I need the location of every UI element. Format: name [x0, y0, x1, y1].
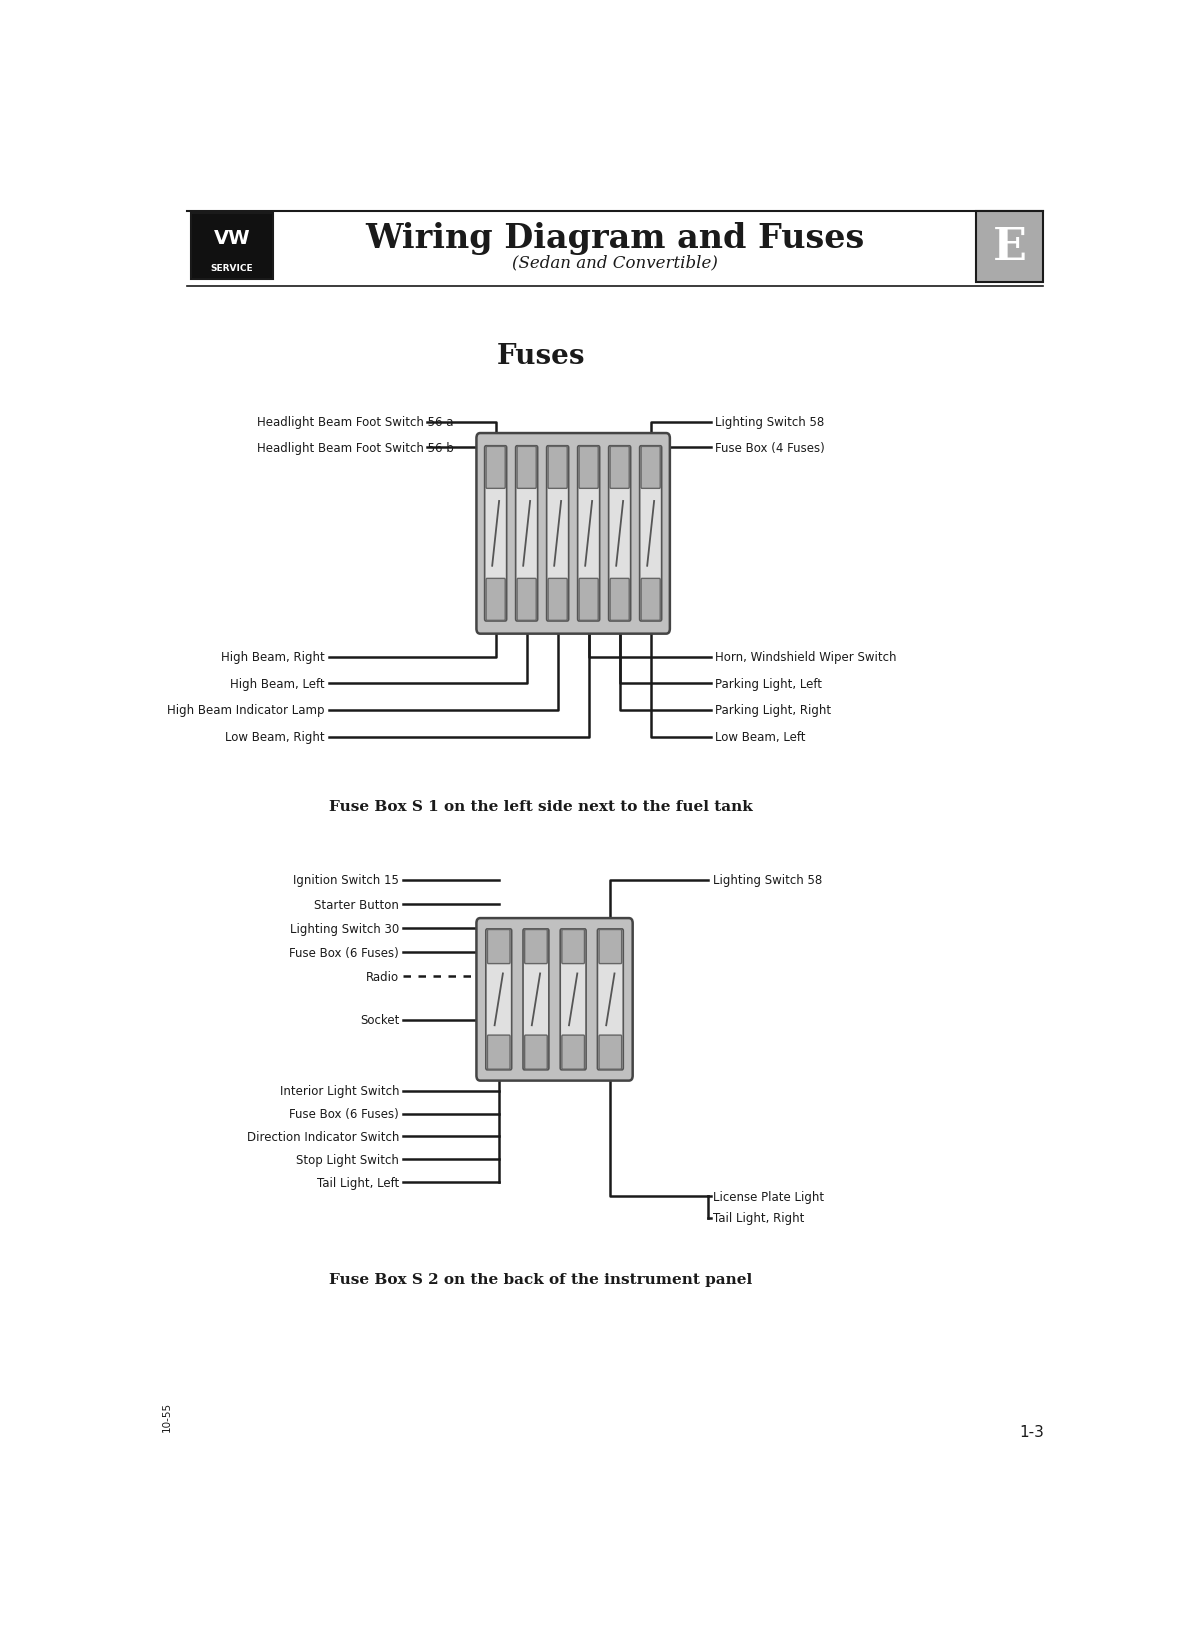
- FancyBboxPatch shape: [562, 1035, 584, 1070]
- FancyBboxPatch shape: [523, 929, 548, 1070]
- FancyBboxPatch shape: [486, 447, 505, 489]
- FancyBboxPatch shape: [476, 433, 670, 634]
- Text: Parking Light, Right: Parking Light, Right: [715, 704, 832, 717]
- Text: Fuse Box S 2 on the back of the instrument panel: Fuse Box S 2 on the back of the instrume…: [329, 1272, 752, 1285]
- FancyBboxPatch shape: [517, 578, 536, 621]
- Text: High Beam, Left: High Beam, Left: [230, 677, 325, 691]
- Text: Stop Light Switch: Stop Light Switch: [296, 1154, 400, 1167]
- Text: 10-55: 10-55: [162, 1401, 172, 1430]
- FancyBboxPatch shape: [524, 929, 547, 964]
- Text: Lighting Switch 30: Lighting Switch 30: [290, 923, 400, 934]
- Text: 1-3: 1-3: [1020, 1424, 1045, 1439]
- Bar: [191, 214, 272, 280]
- FancyBboxPatch shape: [610, 447, 629, 489]
- FancyBboxPatch shape: [641, 578, 660, 621]
- FancyBboxPatch shape: [487, 1035, 510, 1070]
- Text: Lighting Switch 58: Lighting Switch 58: [713, 873, 822, 887]
- FancyBboxPatch shape: [580, 578, 599, 621]
- FancyBboxPatch shape: [599, 929, 622, 964]
- Text: Starter Button: Starter Button: [314, 898, 400, 911]
- Text: High Beam, Right: High Beam, Right: [221, 651, 325, 664]
- Text: VW: VW: [214, 229, 250, 247]
- FancyBboxPatch shape: [547, 447, 569, 621]
- Text: Interior Light Switch: Interior Light Switch: [280, 1084, 400, 1098]
- FancyBboxPatch shape: [598, 929, 623, 1070]
- FancyBboxPatch shape: [641, 447, 660, 489]
- Text: Parking Light, Left: Parking Light, Left: [715, 677, 822, 691]
- Text: Radio: Radio: [366, 971, 400, 984]
- FancyBboxPatch shape: [610, 578, 629, 621]
- Text: Headlight Beam Foot Switch 56 b: Headlight Beam Foot Switch 56 b: [257, 442, 454, 455]
- FancyBboxPatch shape: [487, 929, 510, 964]
- Text: High Beam Indicator Lamp: High Beam Indicator Lamp: [167, 704, 325, 717]
- Text: Low Beam, Left: Low Beam, Left: [715, 730, 806, 743]
- FancyBboxPatch shape: [599, 1035, 622, 1070]
- Text: Horn, Windshield Wiper Switch: Horn, Windshield Wiper Switch: [715, 651, 896, 664]
- FancyBboxPatch shape: [580, 447, 599, 489]
- Bar: [976, 211, 1043, 283]
- Text: Fuse Box (4 Fuses): Fuse Box (4 Fuses): [715, 442, 826, 455]
- Text: Tail Light, Left: Tail Light, Left: [317, 1177, 400, 1188]
- FancyBboxPatch shape: [548, 578, 568, 621]
- Text: Ignition Switch 15: Ignition Switch 15: [293, 873, 400, 887]
- Text: Wiring Diagram and Fuses: Wiring Diagram and Fuses: [365, 222, 865, 255]
- Text: Tail Light, Right: Tail Light, Right: [713, 1211, 804, 1224]
- FancyBboxPatch shape: [476, 918, 632, 1081]
- FancyBboxPatch shape: [560, 929, 586, 1070]
- FancyBboxPatch shape: [486, 929, 511, 1070]
- FancyBboxPatch shape: [562, 929, 584, 964]
- FancyBboxPatch shape: [517, 447, 536, 489]
- Text: Lighting Switch 58: Lighting Switch 58: [715, 415, 824, 428]
- FancyBboxPatch shape: [577, 447, 600, 621]
- FancyBboxPatch shape: [640, 447, 661, 621]
- FancyBboxPatch shape: [524, 1035, 547, 1070]
- Text: Headlight Beam Foot Switch 56 a: Headlight Beam Foot Switch 56 a: [257, 415, 454, 428]
- Text: Fuse Box (6 Fuses): Fuse Box (6 Fuses): [289, 946, 400, 959]
- Text: (Sedan and Convertible): (Sedan and Convertible): [512, 254, 718, 270]
- Text: Fuses: Fuses: [497, 343, 584, 369]
- Text: Socket: Socket: [360, 1014, 400, 1027]
- FancyBboxPatch shape: [548, 447, 568, 489]
- Text: Low Beam, Right: Low Beam, Right: [226, 730, 325, 743]
- Text: E: E: [992, 226, 1026, 269]
- FancyBboxPatch shape: [485, 447, 506, 621]
- Text: Fuse Box (6 Fuses): Fuse Box (6 Fuses): [289, 1107, 400, 1121]
- FancyBboxPatch shape: [486, 578, 505, 621]
- Text: Fuse Box S 1 on the left side next to the fuel tank: Fuse Box S 1 on the left side next to th…: [329, 799, 752, 814]
- FancyBboxPatch shape: [608, 447, 631, 621]
- Text: SERVICE: SERVICE: [210, 264, 253, 274]
- Text: Direction Indicator Switch: Direction Indicator Switch: [247, 1131, 400, 1144]
- Text: License Plate Light: License Plate Light: [713, 1190, 823, 1203]
- FancyBboxPatch shape: [516, 447, 538, 621]
